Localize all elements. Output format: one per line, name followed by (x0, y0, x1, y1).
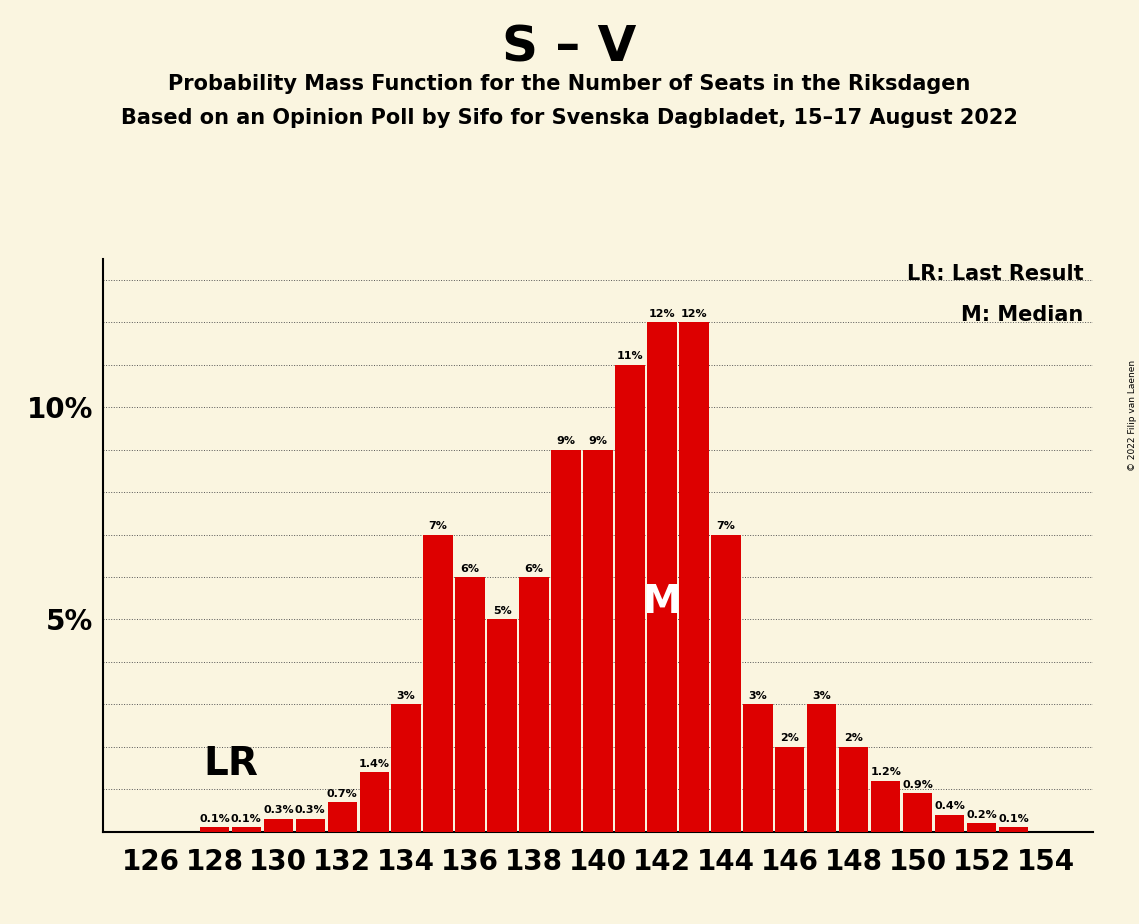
Bar (711, 535, 740, 832)
Bar (775, 747, 804, 832)
Text: 0.3%: 0.3% (295, 806, 326, 816)
Text: 0.1%: 0.1% (998, 814, 1029, 824)
Bar (424, 535, 453, 832)
Text: 1.2%: 1.2% (870, 767, 901, 777)
Text: 3%: 3% (396, 691, 416, 701)
Text: Based on an Opinion Poll by Sifo for Svenska Dagbladet, 15–17 August 2022: Based on an Opinion Poll by Sifo for Sve… (121, 108, 1018, 128)
Text: © 2022 Filip van Laenen: © 2022 Filip van Laenen (1128, 360, 1137, 471)
Bar (263, 819, 293, 832)
Text: 7%: 7% (428, 521, 448, 531)
Text: 0.1%: 0.1% (199, 814, 230, 824)
Text: 0.7%: 0.7% (327, 788, 358, 798)
Bar (551, 450, 581, 832)
Bar (647, 322, 677, 832)
Bar (999, 827, 1029, 832)
Bar (456, 577, 485, 832)
Bar (871, 781, 900, 832)
Text: Probability Mass Function for the Number of Seats in the Riksdagen: Probability Mass Function for the Number… (169, 74, 970, 94)
Text: 0.3%: 0.3% (263, 806, 294, 816)
Bar (839, 747, 868, 832)
Text: 9%: 9% (589, 436, 607, 446)
Text: 11%: 11% (616, 351, 644, 361)
Text: 0.4%: 0.4% (934, 801, 965, 811)
Text: 7%: 7% (716, 521, 736, 531)
Text: 1.4%: 1.4% (359, 759, 390, 769)
Text: LR: LR (203, 745, 257, 783)
Bar (743, 704, 772, 832)
Text: 3%: 3% (748, 691, 768, 701)
Text: 12%: 12% (648, 309, 675, 319)
Text: M: M (642, 583, 681, 622)
Text: LR: Last Result: LR: Last Result (907, 264, 1083, 285)
Text: 3%: 3% (812, 691, 831, 701)
Text: 9%: 9% (557, 436, 575, 446)
Text: 12%: 12% (681, 309, 707, 319)
Bar (519, 577, 549, 832)
Bar (808, 704, 836, 832)
Text: S – V: S – V (502, 23, 637, 71)
Bar (935, 815, 965, 832)
Text: 0.1%: 0.1% (231, 814, 262, 824)
Bar (199, 827, 229, 832)
Text: 2%: 2% (844, 734, 863, 743)
Bar (231, 827, 261, 832)
Bar (360, 772, 388, 832)
Text: M: Median: M: Median (961, 305, 1083, 324)
Text: 2%: 2% (780, 734, 800, 743)
Bar (392, 704, 421, 832)
Text: 0.2%: 0.2% (966, 809, 997, 820)
Bar (967, 823, 997, 832)
Bar (328, 802, 357, 832)
Text: 6%: 6% (525, 564, 543, 574)
Bar (615, 365, 645, 832)
Bar (679, 322, 708, 832)
Bar (583, 450, 613, 832)
Bar (903, 794, 933, 832)
Bar (487, 619, 517, 832)
Bar (296, 819, 325, 832)
Text: 5%: 5% (493, 606, 511, 616)
Text: 6%: 6% (460, 564, 480, 574)
Text: 0.9%: 0.9% (902, 780, 933, 790)
